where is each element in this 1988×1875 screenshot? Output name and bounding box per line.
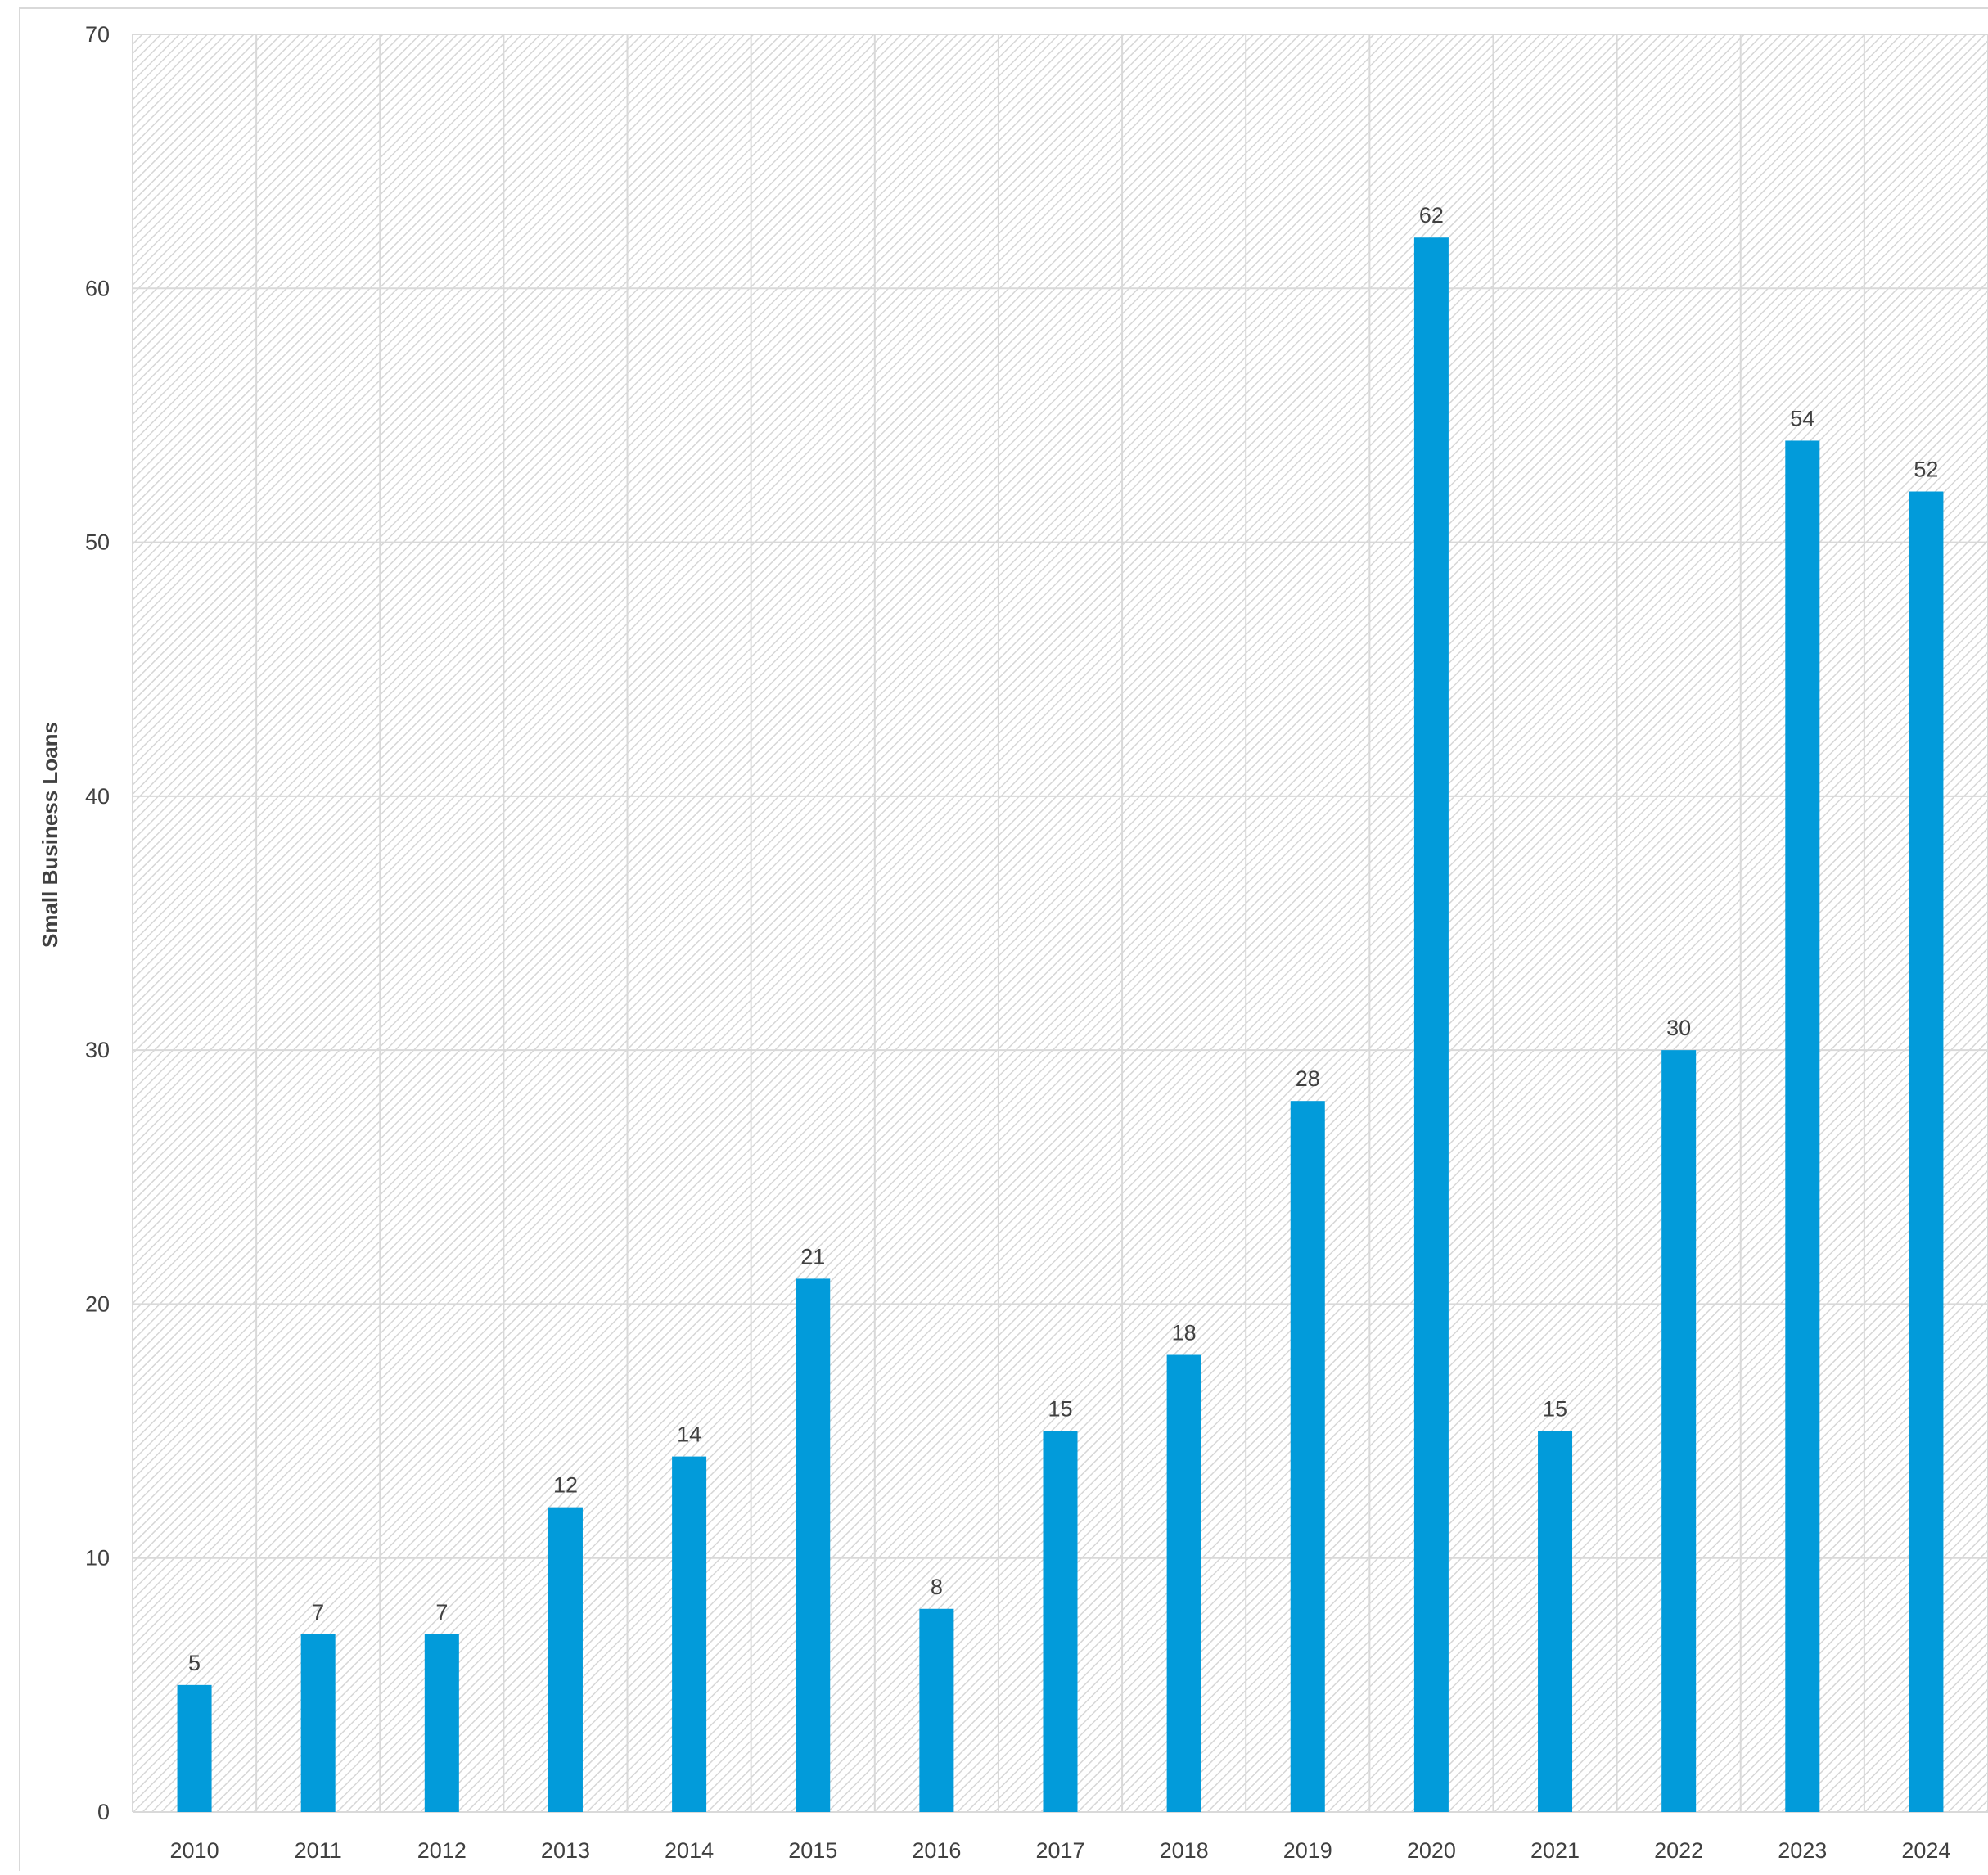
x-axis-ticks: 2010 2011 2012 2013 2014 2015 2016 2017 2018 2019… [170,1838,1951,1863]
bar-2023 [1785,440,1820,1812]
bar-2011 [300,1634,336,1812]
data-labels: 5 7 7 12 14 21 8 15 18 28 62 15 30 54 52 [188,203,1938,1675]
data-label-2014: 14 [677,1422,701,1447]
y-tick-label-40: 40 [85,784,110,809]
x-tick-label-2020: 2020 [1407,1838,1456,1863]
x-tick-label-2011: 2011 [295,1838,342,1863]
data-label-2010: 5 [188,1651,201,1675]
x-tick-label-2023: 2023 [1778,1838,1827,1863]
data-label-2012: 7 [435,1600,448,1625]
chart-border [19,7,1988,1875]
x-tick-label-2017: 2017 [1035,1838,1084,1863]
x-tick-label-2010: 2010 [170,1838,219,1863]
y-tick-label-30: 30 [85,1038,110,1062]
bar-2018 [1166,1354,1201,1812]
bar-2016 [919,1608,954,1812]
x-tick-label-2016: 2016 [912,1838,961,1863]
x-tick-label-2013: 2013 [541,1838,590,1863]
data-label-2022: 30 [1666,1016,1691,1040]
y-axis-ticks: 0 10 20 30 40 50 60 70 [85,22,110,1824]
data-label-2011: 7 [312,1600,324,1625]
bar-2010 [177,1684,212,1812]
y-tick-label-70: 70 [85,22,110,47]
bar-2021 [1538,1431,1573,1812]
x-tick-label-2018: 2018 [1160,1838,1209,1863]
x-tick-label-2021: 2021 [1530,1838,1580,1863]
data-label-2024: 52 [1914,457,1938,482]
data-label-2020: 62 [1419,203,1444,228]
y-tick-label-20: 20 [85,1291,110,1316]
bar-2012 [424,1634,459,1812]
data-label-2017: 15 [1048,1397,1072,1422]
y-axis-title: Small Business Loans [38,722,62,948]
data-label-2015: 21 [800,1244,825,1269]
bar-2013 [548,1507,583,1812]
bar-2024 [1909,491,1944,1812]
data-label-2023: 54 [1790,406,1814,430]
bar-2014 [672,1456,707,1812]
data-label-2021: 15 [1543,1397,1567,1422]
y-tick-label-0: 0 [97,1800,110,1824]
bars [177,237,1944,1813]
bar-2020 [1413,237,1449,1813]
data-label-2016: 8 [931,1575,943,1599]
y-tick-label-50: 50 [85,530,110,555]
x-tick-label-2022: 2022 [1654,1838,1703,1863]
bar-2022 [1661,1050,1697,1812]
bar-2019 [1290,1101,1325,1812]
x-tick-label-2015: 2015 [788,1838,837,1863]
data-label-2018: 18 [1172,1320,1197,1345]
data-label-2013: 12 [553,1473,578,1498]
bar-2015 [796,1278,831,1812]
y-tick-label-10: 10 [85,1546,110,1571]
x-tick-label-2014: 2014 [665,1838,714,1863]
x-tick-label-2019: 2019 [1283,1838,1332,1863]
bar-2017 [1043,1431,1078,1812]
y-tick-label-60: 60 [85,276,110,300]
data-label-2019: 28 [1296,1066,1320,1091]
x-tick-label-2024: 2024 [1901,1838,1950,1863]
x-tick-label-2012: 2012 [417,1838,467,1863]
